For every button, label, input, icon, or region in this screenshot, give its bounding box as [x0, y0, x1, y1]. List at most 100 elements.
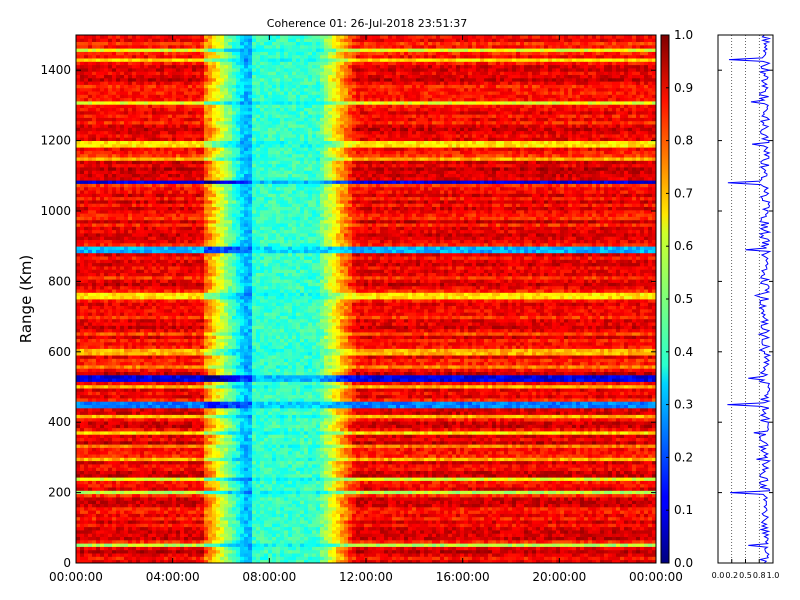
- heatmap-cell: [620, 547, 624, 551]
- heatmap-cell: [116, 454, 120, 458]
- heatmap-cell: [348, 464, 352, 468]
- heatmap-cell: [100, 530, 104, 534]
- heatmap-cell: [644, 530, 648, 534]
- heatmap-cell: [184, 520, 188, 524]
- heatmap-cell: [284, 451, 288, 455]
- heatmap-cell: [512, 547, 516, 551]
- heatmap-cell: [232, 487, 236, 491]
- heatmap-cell: [396, 451, 400, 455]
- heatmap-cell: [600, 464, 604, 468]
- heatmap-cell: [284, 484, 288, 488]
- heatmap-cell: [176, 494, 180, 498]
- heatmap-cell: [100, 504, 104, 508]
- heatmap-cell: [308, 451, 312, 455]
- heatmap-cell: [404, 467, 408, 471]
- heatmap-cell: [156, 543, 160, 547]
- heatmap-cell: [500, 530, 504, 534]
- heatmap-cell: [540, 484, 544, 488]
- heatmap-cell: [384, 540, 388, 544]
- heatmap-cell: [128, 514, 132, 518]
- heatmap-cell: [100, 448, 104, 452]
- heatmap-cell: [396, 530, 400, 534]
- heatmap-cell: [528, 461, 532, 465]
- heatmap-cell: [224, 530, 228, 534]
- heatmap-cell: [180, 543, 184, 547]
- heatmap-cell: [140, 510, 144, 514]
- heatmap-cell: [460, 523, 464, 527]
- heatmap-cell: [336, 510, 340, 514]
- heatmap-cell: [392, 500, 396, 504]
- heatmap-cell: [452, 527, 456, 531]
- heatmap-cell: [316, 520, 320, 524]
- heatmap-cell: [84, 500, 88, 504]
- heatmap-cell: [276, 517, 280, 521]
- heatmap-cell: [208, 507, 212, 511]
- heatmap-cell: [112, 556, 116, 560]
- heatmap-cell: [224, 504, 228, 508]
- heatmap-cell: [164, 471, 168, 475]
- heatmap-cell: [576, 474, 580, 478]
- heatmap-cell: [544, 471, 548, 475]
- heatmap-cell: [600, 540, 604, 544]
- heatmap-cell: [400, 523, 404, 527]
- heatmap-cell: [472, 481, 476, 485]
- heatmap-cell: [428, 550, 432, 554]
- heatmap-cell: [524, 507, 528, 511]
- heatmap-cell: [360, 504, 364, 508]
- heatmap-cell: [552, 457, 556, 461]
- heatmap-cell: [308, 547, 312, 551]
- heatmap-cell: [80, 487, 84, 491]
- heatmap-cell: [268, 547, 272, 551]
- heatmap-cell: [520, 537, 524, 541]
- heatmap-cell: [472, 471, 476, 475]
- heatmap-cell: [264, 448, 268, 452]
- heatmap-cell: [296, 514, 300, 518]
- heatmap-cell: [460, 494, 464, 498]
- heatmap-cell: [380, 484, 384, 488]
- heatmap-cell: [196, 523, 200, 527]
- heatmap-cell: [488, 454, 492, 458]
- heatmap-cell: [556, 474, 560, 478]
- heatmap-cell: [452, 494, 456, 498]
- heatmap-cell: [172, 484, 176, 488]
- heatmap-cell: [476, 533, 480, 537]
- heatmap-cell: [260, 530, 264, 534]
- heatmap-cell: [576, 494, 580, 498]
- heatmap-cell: [584, 556, 588, 560]
- heatmap-cell: [172, 454, 176, 458]
- heatmap-cell: [632, 490, 636, 494]
- heatmap-cell: [372, 467, 376, 471]
- heatmap-cell: [452, 484, 456, 488]
- heatmap-cell: [400, 543, 404, 547]
- heatmap-cell: [180, 490, 184, 494]
- heatmap-cell: [568, 547, 572, 551]
- heatmap-cell: [204, 507, 208, 511]
- heatmap-cell: [356, 553, 360, 557]
- heatmap-cell: [392, 514, 396, 518]
- heatmap-cell: [288, 547, 292, 551]
- heatmap-cell: [272, 514, 276, 518]
- heatmap-cell: [284, 510, 288, 514]
- heatmap-cell: [484, 550, 488, 554]
- heatmap-cell: [212, 550, 216, 554]
- heatmap-cell: [140, 523, 144, 527]
- heatmap-cell: [272, 520, 276, 524]
- heatmap-cell: [516, 530, 520, 534]
- heatmap-cell: [536, 533, 540, 537]
- heatmap-cell: [136, 467, 140, 471]
- heatmap-cell: [136, 451, 140, 455]
- heatmap-cell: [424, 507, 428, 511]
- heatmap-cell: [480, 533, 484, 537]
- heatmap-cell: [340, 457, 344, 461]
- heatmap-cell: [584, 517, 588, 521]
- heatmap-cell: [604, 514, 608, 518]
- heatmap-cell: [228, 481, 232, 485]
- heatmap-cell: [300, 504, 304, 508]
- heatmap-cell: [568, 517, 572, 521]
- heatmap-cell: [328, 533, 332, 537]
- heatmap-cell: [168, 523, 172, 527]
- heatmap-cell: [528, 530, 532, 534]
- heatmap-cell: [492, 500, 496, 504]
- heatmap-cell: [308, 520, 312, 524]
- heatmap-cell: [212, 474, 216, 478]
